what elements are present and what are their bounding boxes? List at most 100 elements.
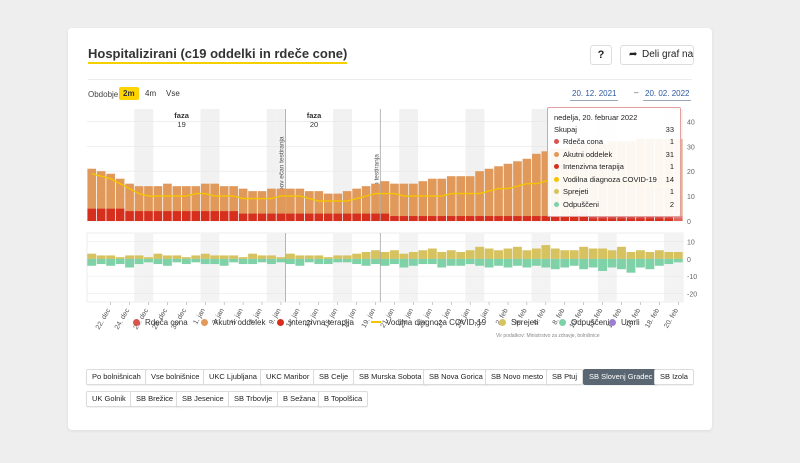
source-note: Vir podatkov: Ministrstvo za zdravje, bo… [496,333,600,339]
bar-Intenzivna terapija [588,218,598,221]
hospital-button[interactable]: SB Ptuj [546,369,584,385]
header-divider [88,79,692,80]
bar-Sprejeti [465,250,475,259]
bar-Odpuščeni [172,258,182,263]
weekend-band [332,109,343,221]
hospital-button[interactable]: SB Brežice [130,391,180,407]
period-2m-button[interactable]: 2m [119,87,139,100]
bar-Sprejeti [285,253,295,259]
hospital-button[interactable]: SB Jesenice [176,391,230,407]
y-tick-label: 0 [687,257,691,264]
bar-Akutni oddelek [541,151,551,217]
tooltip-row: Intenzivna terapija 1 [554,162,674,172]
bar-Akutni oddelek [286,188,295,214]
date-from-input[interactable]: 20. 12. 2021 [570,88,619,101]
bar-Sprejeti [664,251,674,259]
bar-Sprejeti [541,245,551,259]
tooltip-swatch-icon [554,139,559,144]
bar-Akutni oddelek [87,168,97,209]
hospital-button[interactable]: Vse bolnišnice [145,369,206,385]
legend-label: Odpuščeni [571,318,610,327]
legend-item[interactable]: Umrli [609,318,640,330]
bar-Sprejeti [238,257,248,259]
bar-Odpuščeni [598,258,608,271]
tooltip-row: Sprejeti 1 [554,187,674,197]
bar-Akutni oddelek [134,186,144,212]
hospital-button[interactable]: B Sežana [277,391,322,407]
hospital-button[interactable]: Po bolnišnicah [86,369,147,385]
bar-Odpuščeni [134,258,144,265]
hospital-button[interactable]: SB Izola [654,369,694,385]
legend-item[interactable]: Rdeča cona [133,318,188,330]
hospital-button[interactable]: SB Slovenj Gradec [583,369,659,385]
weekend-band [143,109,154,221]
bar-Sprejeti [484,248,494,259]
bar-Intenzivna terapija [560,216,570,221]
hospital-button[interactable]: B Topolšica [318,391,369,407]
bar-Intenzivna terapija [626,218,636,221]
hospital-button[interactable]: UKC Ljubljana [203,369,263,385]
legend-item[interactable]: Vodilna diagnoza COVID-19 [371,318,486,330]
legend-item[interactable]: Sprejeti [499,318,538,330]
bar-Sprejeti [408,251,418,259]
share-button[interactable]: ➦ Deli graf na [620,45,694,65]
phase-number: 20 [310,120,318,129]
bar-Odpuščeni [390,258,399,265]
bar-Odpuščeni [588,258,598,268]
legend-item[interactable]: Intenzivna terapija [277,318,354,330]
period-label: Obdobje [88,90,119,99]
bar-Odpuščeni [427,258,437,265]
bar-Sprejeti [115,257,125,259]
period-4m-button[interactable]: 4m [145,89,157,98]
bar-Akutni oddelek [342,191,352,214]
hospital-button[interactable]: UK Golnik [86,391,132,407]
bar-Odpuščeni [626,258,636,273]
period-all-button[interactable]: Vse [166,89,180,98]
bar-Intenzivna terapija [238,213,248,221]
bar-Intenzivna terapija [380,213,390,221]
bar-Sprejeti [399,253,409,259]
bar-Intenzivna terapija [494,216,503,221]
bar-Odpuščeni [503,258,513,268]
bar-Intenzivna terapija [399,216,409,221]
bar-Odpuščeni [361,258,371,266]
hospital-button[interactable]: SB Nova Gorica [423,369,489,385]
y-tick-label: 0 [687,219,691,226]
bar-Sprejeti [635,250,645,259]
bar-Akutni oddelek [437,178,447,217]
bar-Odpuščeni [200,258,210,265]
hospital-button[interactable]: SB Celje [313,369,355,385]
bar-Rdeča cona [664,216,674,219]
bar-Intenzivna terapija [475,216,484,221]
bar-Odpuščeni [550,258,560,270]
bar-Rdeča cona [645,216,655,219]
bar-Sprejeti [531,248,541,259]
chart-card: Hospitalizirani (c19 oddelki in rdeče co… [68,28,712,430]
tooltip-row-label: Sprejeti [563,187,589,197]
bar-Intenzivna terapija [645,218,655,221]
hospital-button[interactable]: SB Novo mesto [485,369,550,385]
legend-item[interactable]: Odpuščeni [559,318,609,330]
bar-Akutni oddelek [418,181,428,217]
bar-Sprejeti [267,255,276,259]
legend-item[interactable]: Akutni oddelek [201,318,265,330]
date-to-input[interactable]: 20. 02. 2022 [643,88,692,101]
bar-Sprejeti [87,253,97,259]
bar-Odpuščeni [522,258,532,268]
hospital-button[interactable]: SB Trbovlje [228,391,279,407]
bar-Akutni oddelek [456,176,466,217]
bar-Odpuščeni [569,258,579,266]
hospital-button[interactable]: UKC Maribor [260,369,316,385]
legend-label: Intenzivna terapija [289,318,354,327]
bar-Intenzivna terapija [87,208,97,221]
bar-Akutni oddelek [163,183,172,212]
bar-Rdeča cona [598,216,607,219]
bar-Odpuščeni [257,258,267,263]
help-button[interactable]: ? [590,45,612,65]
bar-Odpuščeni [607,258,617,268]
hospital-button[interactable]: SB Murska Sobota [353,369,428,385]
bar-Intenzivna terapija [371,213,380,221]
bar-Odpuščeni [229,258,239,263]
bar-Akutni oddelek [191,186,201,212]
bar-Sprejeti [598,248,608,259]
